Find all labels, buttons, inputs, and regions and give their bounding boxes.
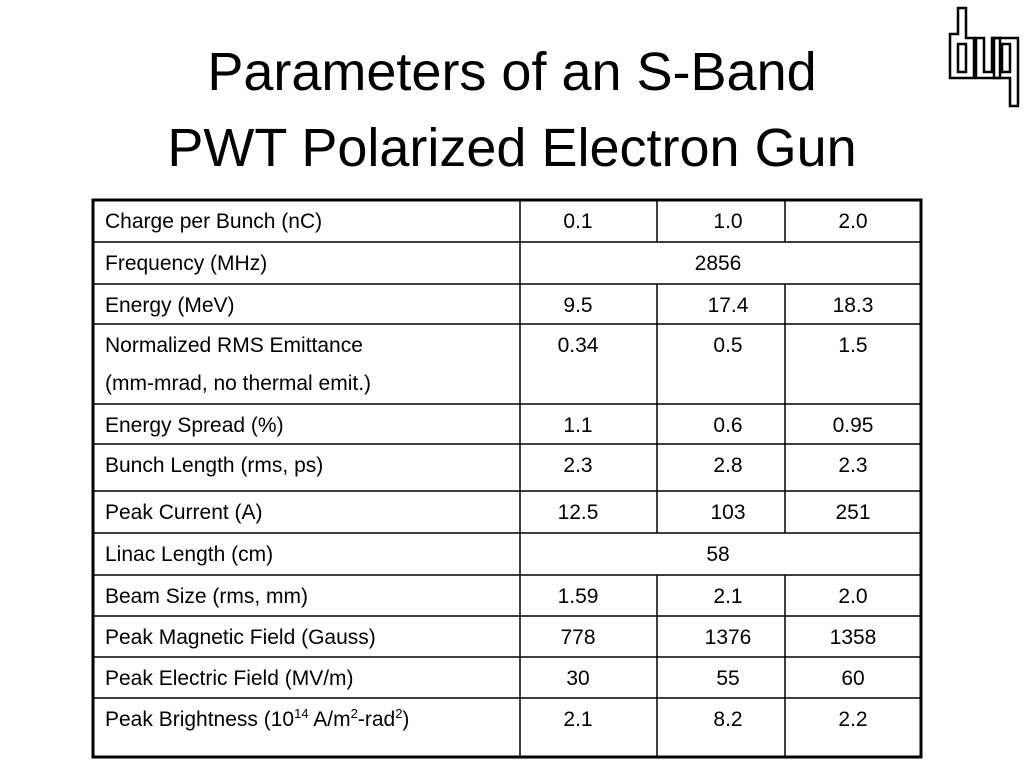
cell-value: 2.1	[563, 708, 592, 731]
cell-value: 1358	[830, 626, 877, 649]
cell-value: 0.95	[833, 414, 874, 437]
label-part: -rad	[358, 708, 395, 731]
cell-value: 251	[835, 501, 870, 524]
cell-value: 1.0	[713, 210, 742, 233]
cell-value: 2.2	[838, 708, 867, 731]
row-label: Beam Size (rms, mm)	[105, 585, 308, 608]
cell-value: 1.59	[558, 585, 599, 608]
cell-value: 103	[710, 501, 745, 524]
row-label: Peak Electric Field (MV/m)	[105, 667, 354, 690]
row-label: (mm-mrad, no thermal emit.)	[105, 372, 371, 395]
row-label: Normalized RMS Emittance	[105, 334, 363, 357]
cell-value: 55	[716, 667, 739, 690]
label-part: Peak Brightness (10	[105, 708, 294, 731]
label-part: 2	[395, 706, 402, 721]
cell-value: 12.5	[558, 501, 599, 524]
row-label: Charge per Bunch (nC)	[105, 210, 322, 233]
row-label: Energy Spread (%)	[105, 414, 284, 437]
cell-value: 2.3	[838, 454, 867, 477]
title-line: PWT Polarized Electron Gun	[167, 118, 856, 178]
cell-value: 2.8	[713, 454, 742, 477]
cell-value: 9.5	[563, 294, 592, 317]
cell-value: 8.2	[713, 708, 742, 731]
table: Charge per Bunch (nC) 0.1 1.0 2.0 Frequency …	[91, 198, 923, 759]
label-part: 14	[294, 706, 308, 721]
cell-value: 0.1	[563, 210, 592, 233]
row-label: Linac Length (cm)	[105, 543, 273, 566]
title-line: Parameters of an S-Band	[207, 42, 816, 102]
cell-value: 18.3	[833, 294, 874, 317]
cell-value: 778	[560, 626, 595, 649]
cell-value: 60	[841, 667, 864, 690]
row-label: Peak Brightness (1014 A/m2-rad2)	[105, 706, 409, 731]
cell-value: 2.0	[838, 210, 867, 233]
cell-value: 30	[566, 667, 589, 690]
cell-value: 1376	[705, 626, 752, 649]
label-part: 2	[351, 706, 358, 721]
cell-value: 17.4	[708, 294, 749, 317]
cell-value: 2.1	[713, 585, 742, 608]
row-label: Frequency (MHz)	[105, 252, 267, 275]
label-part: )	[402, 708, 409, 731]
row-label: Bunch Length (rms, ps)	[105, 454, 323, 477]
label-part: A/m	[309, 708, 351, 731]
cell-value: 1.5	[838, 334, 867, 357]
cell-value: 2.0	[838, 585, 867, 608]
table-border	[91, 198, 923, 759]
cell-value: 2856	[695, 252, 742, 275]
logo	[948, 6, 1020, 108]
row-label: Peak Current (A)	[105, 501, 263, 524]
cell-value: 1.1	[563, 414, 592, 437]
cell-value: 2.3	[563, 454, 592, 477]
cell-value: 58	[706, 543, 729, 566]
cell-value: 0.5	[713, 334, 742, 357]
cell-value: 0.6	[713, 414, 742, 437]
row-label: Peak Magnetic Field (Gauss)	[105, 626, 376, 649]
cell-value: 0.34	[558, 334, 599, 357]
row-label: Energy (MeV)	[105, 294, 235, 317]
